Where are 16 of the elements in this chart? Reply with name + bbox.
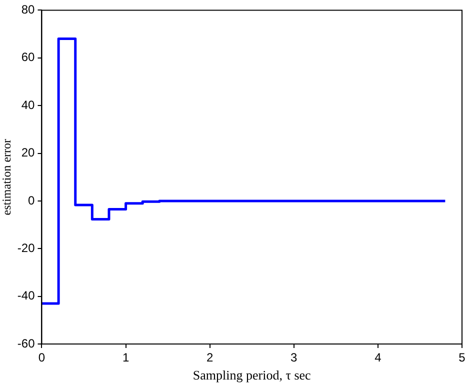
y-axis-title: estimation error [0, 138, 14, 216]
y-tick-label: -60 [17, 336, 36, 350]
y-tick-label: -40 [17, 288, 36, 303]
y-tick-label: 80 [21, 2, 36, 17]
x-tick-label: 2 [206, 350, 214, 365]
y-tick-label: -20 [17, 240, 36, 255]
x-tick-label: 5 [458, 350, 466, 365]
x-tick-label: 1 [122, 350, 130, 365]
y-tick-label: 40 [21, 98, 36, 112]
y-tick-label: 20 [21, 146, 36, 160]
x-axis-title: Sampling period, τ sec [192, 368, 312, 383]
x-tick-label: 0 [38, 350, 46, 365]
x-tick-label: 3 [290, 350, 298, 365]
x-tick-label: 4 [374, 350, 382, 365]
y-tick-label: 0 [28, 193, 36, 208]
y-tick-label: 60 [21, 50, 36, 64]
